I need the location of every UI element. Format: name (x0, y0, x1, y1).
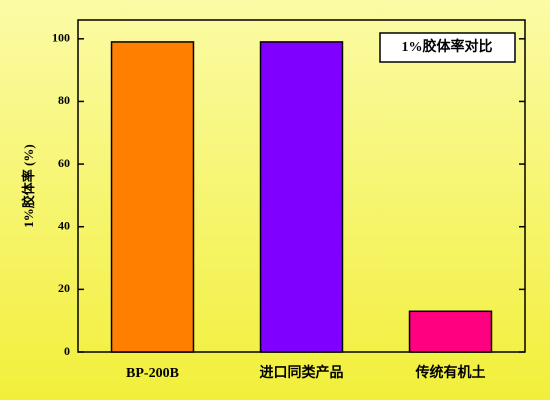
y-tick-label: 20 (58, 281, 70, 295)
y-axis-label: 1%胶体率 (%) (21, 144, 36, 227)
bar (408, 310, 493, 353)
y-tick-label: 100 (52, 31, 70, 45)
y-tick-label: 60 (58, 156, 70, 170)
y-tick-label: 40 (58, 218, 70, 232)
bar (259, 41, 344, 353)
y-tick-label: 0 (64, 344, 70, 358)
x-tick-label: BP-200B (126, 366, 179, 381)
x-tick-label: 进口同类产品 (260, 364, 344, 381)
bar (110, 41, 195, 353)
x-tick-label: 传统有机土 (415, 364, 486, 381)
title-box (379, 32, 516, 63)
chart-title: 1%胶体率对比 (402, 38, 493, 55)
y-tick-label: 80 (58, 93, 70, 107)
